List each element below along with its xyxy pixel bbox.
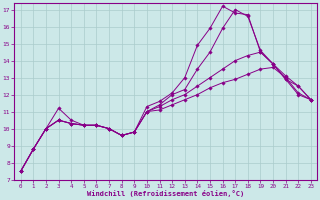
X-axis label: Windchill (Refroidissement éolien,°C): Windchill (Refroidissement éolien,°C) bbox=[87, 190, 244, 197]
